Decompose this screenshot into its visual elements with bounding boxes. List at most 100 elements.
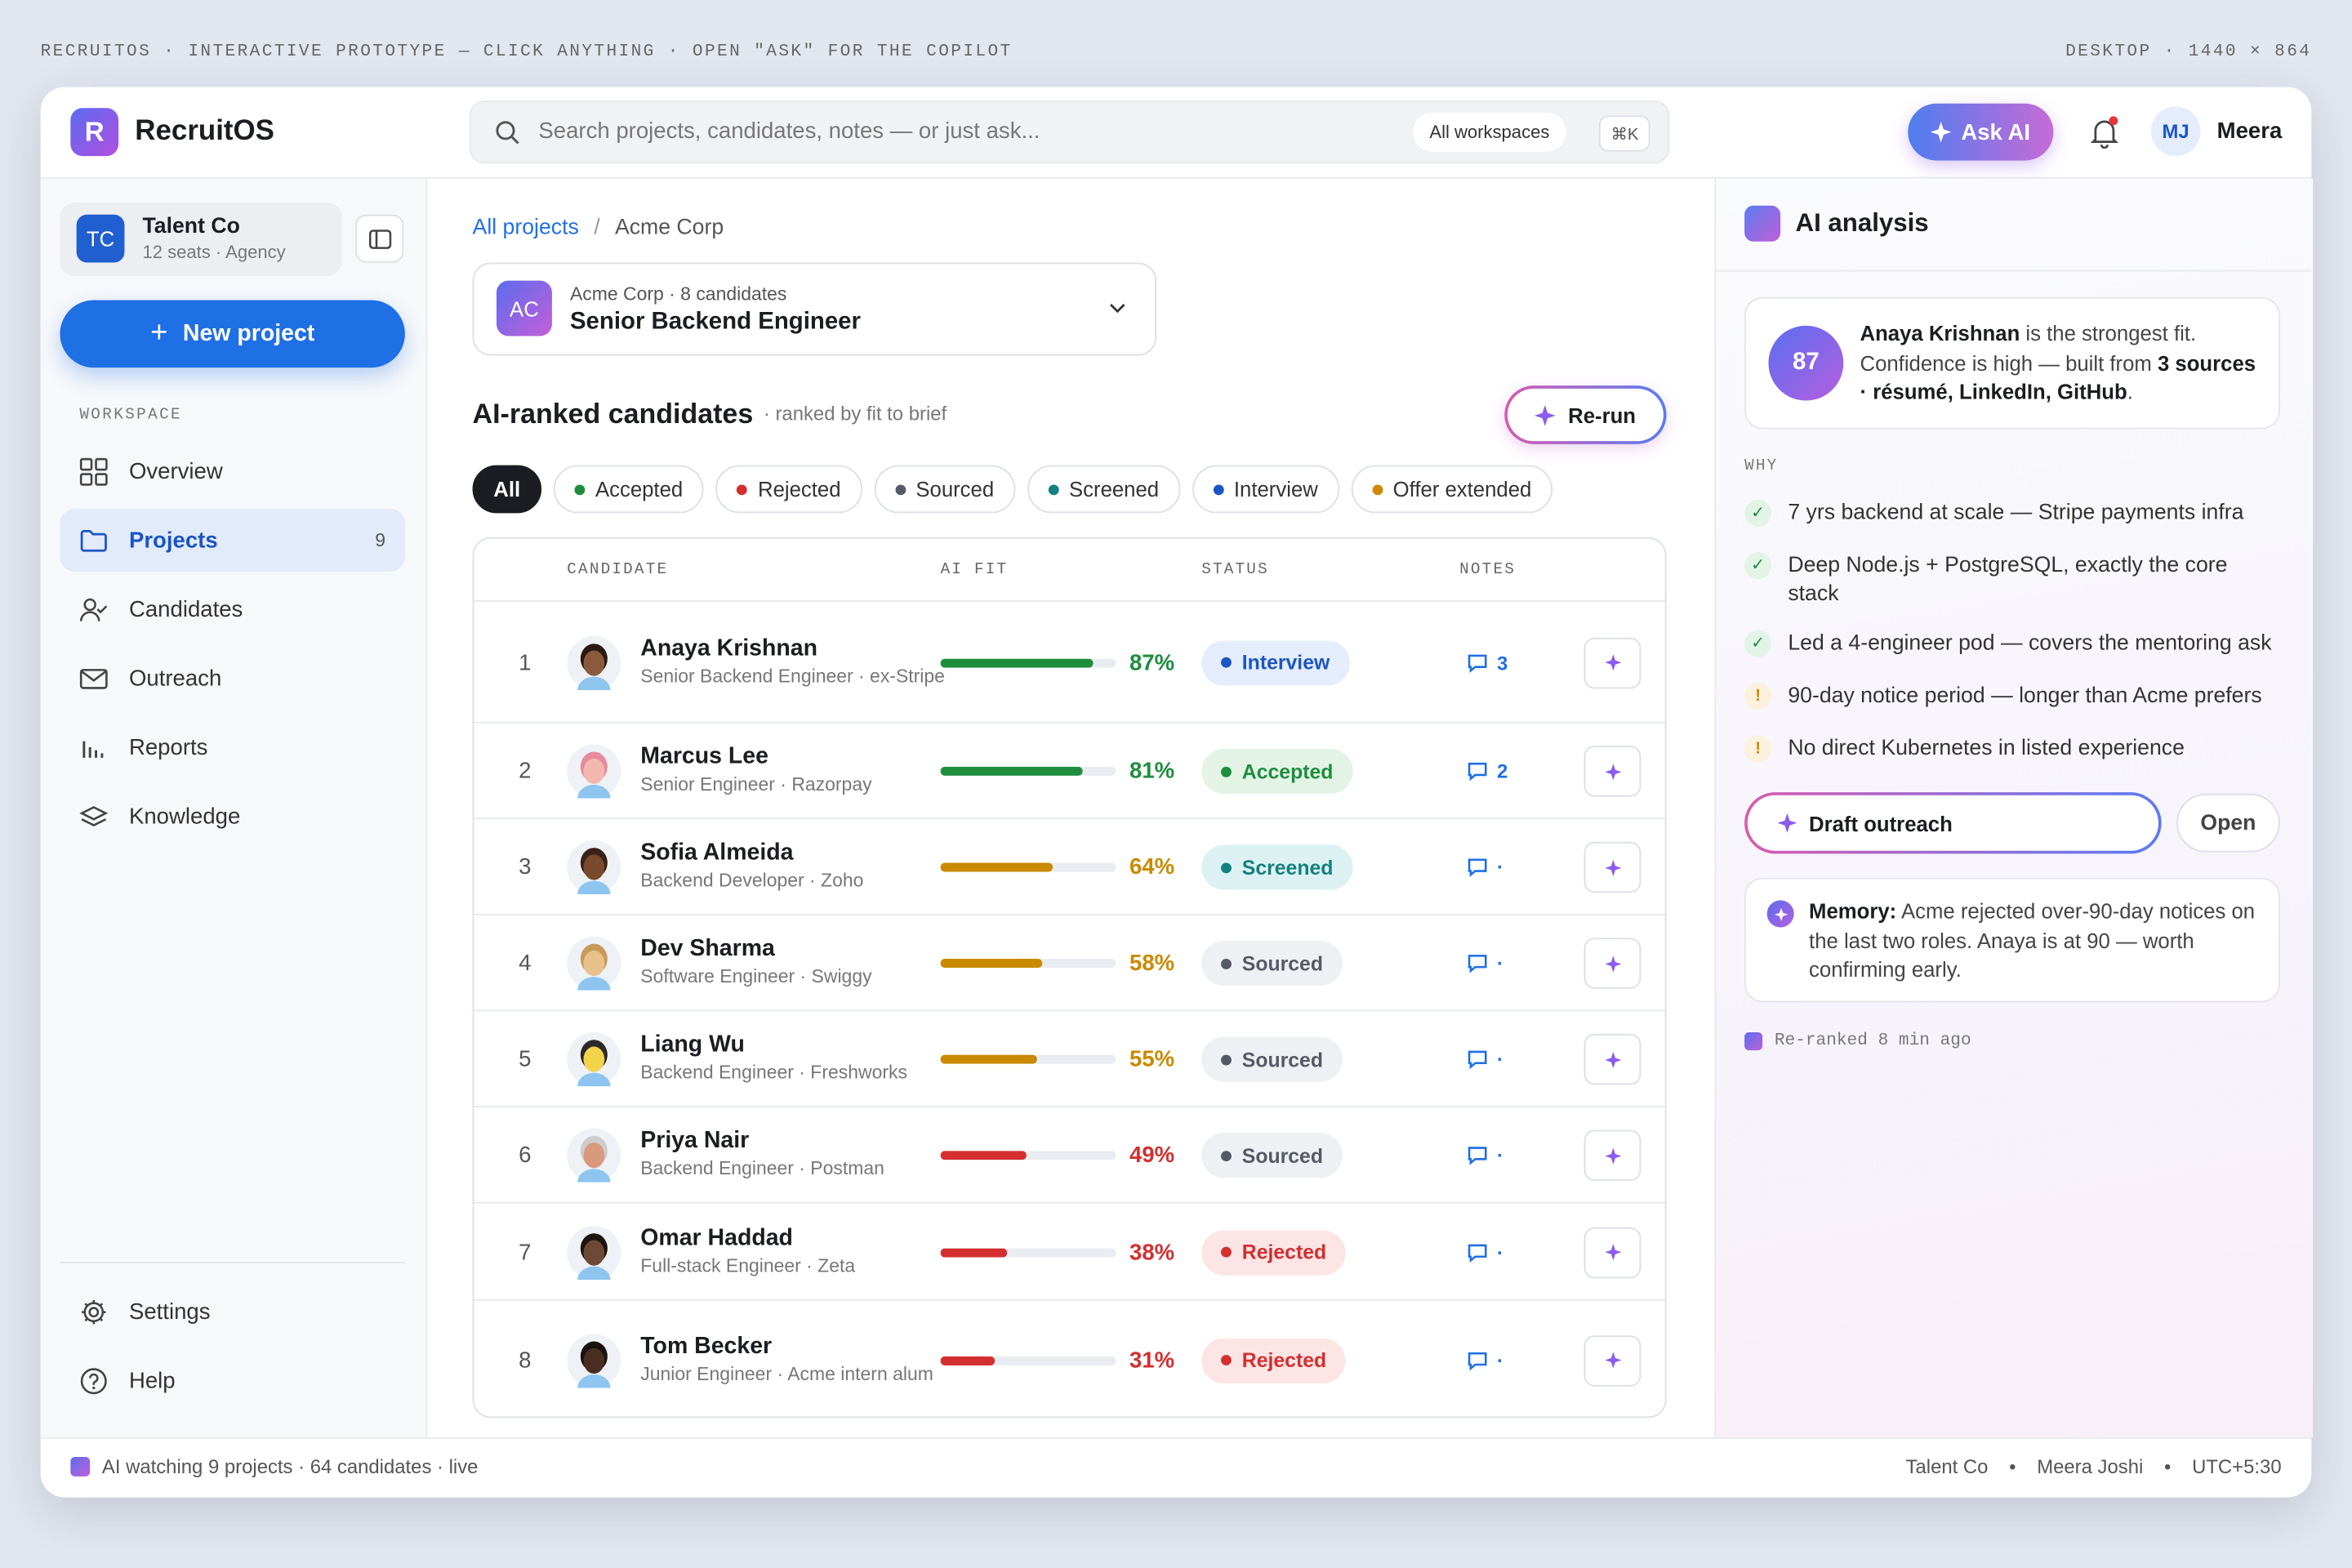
memory-card — [1744, 877, 2280, 1003]
nav-item[interactable]: Overview — [60, 439, 404, 502]
avatar — [567, 840, 621, 895]
sparkle-icon — [1604, 1147, 1621, 1164]
new-project-button[interactable]: + New project — [60, 300, 405, 368]
table-row[interactable]: 5 Liang Wu Backend Engineer · Freshworks 55… — [474, 1009, 1665, 1107]
nav-item[interactable]: Reports — [60, 715, 404, 778]
status-dot — [1221, 1150, 1232, 1161]
table-row[interactable]: 4 Dev Sharma Software Engineer · Swiggy 58%… — [474, 913, 1665, 1011]
notifications-button[interactable] — [2088, 115, 2121, 149]
ai-row-button[interactable] — [1584, 1129, 1642, 1181]
avatar-body — [577, 977, 611, 991]
table-row[interactable]: 1 Anaya Krishnan Senior Backend Engineer ·… — [474, 599, 1665, 724]
summary-end: . — [2127, 379, 2133, 404]
user-avatar[interactable]: MJ — [2150, 106, 2201, 157]
table-row[interactable]: 6 Priya Nair Backend Engineer · Postman 49%… — [474, 1106, 1665, 1203]
status-label: Screened — [1241, 856, 1334, 879]
avatar — [567, 936, 621, 991]
filter-label: Offer extended — [1392, 477, 1532, 501]
status-dot — [1221, 862, 1232, 873]
nav-item[interactable]: Candidates — [60, 577, 404, 640]
filter-chip[interactable]: All — [472, 465, 541, 514]
table-row[interactable]: 3 Sofia Almeida Backend Developer · Zoho 64… — [474, 817, 1665, 915]
scope-selector[interactable]: All workspaces — [1413, 112, 1566, 152]
rerun-button[interactable]: Re-run — [1504, 385, 1667, 444]
nav-item[interactable]: Settings — [60, 1280, 404, 1343]
filter-dot — [1371, 483, 1383, 495]
panel-divider — [1716, 270, 2312, 272]
nav-label: Knowledge — [128, 803, 241, 830]
user-name[interactable]: Meera — [2216, 118, 2283, 145]
fit-bar — [940, 1054, 1116, 1064]
note-icon — [1468, 858, 1487, 877]
table-row[interactable]: 8 Tom Becker Junior Engineer · Acme intern… — [474, 1299, 1665, 1416]
candidate-name: Priya Nair — [640, 1128, 750, 1154]
avatar — [567, 744, 621, 799]
filter-chip[interactable]: Sourced — [873, 465, 1015, 514]
nav-label: Projects — [128, 527, 218, 554]
status-label: Interview — [1241, 651, 1330, 674]
notes[interactable]: 2 — [1467, 760, 1508, 782]
note-icon — [1468, 1352, 1487, 1370]
filter-chip[interactable]: Screened — [1027, 465, 1180, 514]
candidate: Sofia Almeida Backend Developer · Zoho — [640, 840, 925, 894]
notes[interactable]: · — [1467, 856, 1503, 879]
notes[interactable]: · — [1467, 952, 1503, 974]
rank: 7 — [519, 1239, 532, 1265]
note-icon — [1468, 653, 1487, 673]
reason: ✓ 7 yrs backend at scale — Stripe payment… — [1744, 499, 2284, 528]
app-logo[interactable]: R — [70, 108, 119, 157]
table-row[interactable]: 2 Marcus Lee Senior Engineer · Razorpay 81%… — [474, 721, 1665, 819]
open-button[interactable]: Open — [2176, 793, 2280, 853]
note-shape — [1468, 1352, 1487, 1370]
notes[interactable]: · — [1467, 1241, 1503, 1263]
status-pill: Interview — [1201, 639, 1350, 685]
filter-chip[interactable]: Accepted — [553, 465, 704, 514]
memory-label: Memory: — [1809, 898, 1897, 923]
ai-row-button[interactable] — [1584, 1033, 1642, 1085]
filter-chip[interactable]: Interview — [1192, 465, 1339, 514]
filter-chip[interactable]: Offer extended — [1351, 465, 1553, 514]
filter-chip[interactable]: Rejected — [715, 465, 862, 514]
notes[interactable]: · — [1467, 1349, 1503, 1371]
nav-item[interactable]: Help — [60, 1349, 404, 1412]
nav-item-active[interactable]: Projects 9 — [60, 508, 405, 572]
sparkle-icon — [1604, 1352, 1621, 1369]
status-pill: Rejected — [1201, 1337, 1347, 1383]
status-pill: Rejected — [1201, 1229, 1347, 1275]
rank: 2 — [519, 758, 532, 784]
fit-bar — [940, 1356, 1116, 1365]
ai-row-button[interactable] — [1584, 1226, 1642, 1278]
status-dot — [1221, 765, 1232, 777]
shortcut-hint: ⌘K — [1598, 115, 1651, 152]
sparkle-shape — [1604, 1051, 1621, 1068]
status-dot — [1221, 1246, 1232, 1258]
ai-row-button[interactable] — [1584, 841, 1642, 893]
collapse-sidebar-button[interactable] — [355, 214, 404, 263]
sparkle-icon — [1604, 858, 1621, 876]
ai-row-button[interactable] — [1584, 746, 1642, 797]
note-icon — [1468, 955, 1487, 973]
notes[interactable]: · — [1467, 1048, 1503, 1071]
nav-item[interactable]: Outreach — [60, 647, 404, 710]
ask-ai-button[interactable]: Ask AI — [1908, 103, 2054, 161]
table-row[interactable]: 7 Omar Haddad Full-stack Engineer · Zeta 38… — [474, 1201, 1665, 1301]
draft-outreach-button[interactable]: Draft outreach — [1744, 792, 2162, 854]
fit-fill — [940, 862, 1054, 872]
reason: ✓ Deep Node.js + PostgreSQL, exactly the … — [1744, 552, 2284, 609]
project-selector[interactable] — [472, 262, 1157, 356]
notes[interactable]: · — [1467, 1144, 1503, 1167]
note-count: 3 — [1497, 651, 1508, 674]
column-header: CANDIDATE — [567, 561, 669, 580]
search-icon — [496, 121, 519, 145]
breadcrumb-link[interactable]: All projects — [472, 216, 579, 240]
notes[interactable]: 3 — [1467, 651, 1508, 674]
ai-row-button[interactable] — [1584, 636, 1642, 688]
rank: 4 — [519, 950, 532, 977]
nav-item[interactable]: Knowledge — [60, 785, 404, 848]
why-label: WHY — [1744, 457, 1779, 476]
org-meta: 12 seats · Agency — [142, 241, 286, 263]
project-title: Senior Backend Engineer — [569, 309, 861, 335]
ai-row-button[interactable] — [1584, 1334, 1642, 1386]
filter-dot — [574, 483, 586, 495]
ai-row-button[interactable] — [1584, 938, 1642, 989]
